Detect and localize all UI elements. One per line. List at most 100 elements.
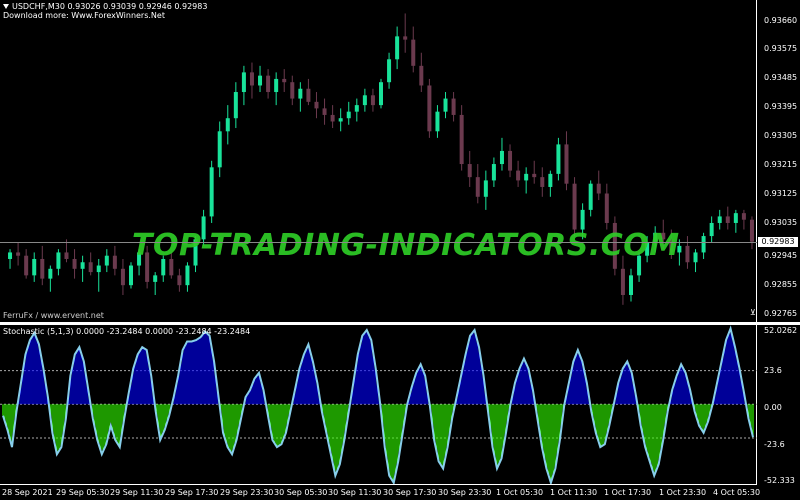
candle-body <box>209 167 214 217</box>
candle <box>330 105 335 129</box>
candle <box>40 245 45 286</box>
candle-body <box>524 173 529 181</box>
candle <box>637 252 642 282</box>
time-axis-label: 1 Oct 11:30 <box>550 488 598 497</box>
candle-body <box>330 114 335 122</box>
candle-body <box>629 275 633 295</box>
candle-body <box>298 88 303 99</box>
candle <box>354 98 359 122</box>
candle <box>580 203 585 240</box>
close-icon[interactable]: ⊻ <box>750 308 756 317</box>
candle-body <box>725 216 730 223</box>
candle-body <box>749 219 754 242</box>
candle-body <box>137 252 142 266</box>
candle <box>112 245 117 276</box>
candle-body <box>532 173 537 178</box>
candle-body <box>48 268 53 279</box>
candle-body <box>637 255 642 276</box>
candle-body <box>249 72 254 86</box>
candle-body <box>548 173 553 187</box>
candle-body <box>193 239 198 266</box>
candle-body <box>177 275 182 286</box>
candle <box>411 26 416 73</box>
candle-body <box>451 98 456 115</box>
panel-separator[interactable] <box>0 322 800 325</box>
candle-body <box>483 180 488 197</box>
stochastic-histogram[interactable] <box>0 325 757 484</box>
candle <box>516 160 521 187</box>
price-axis-label: 0.93125 <box>764 189 798 198</box>
candle <box>241 65 246 106</box>
candle <box>120 258 125 295</box>
download-subtitle: Download more: Www.ForexWinners.Net <box>3 11 165 20</box>
candle <box>16 242 21 266</box>
price-axis-label: 0.93215 <box>764 160 798 169</box>
candle <box>451 92 456 122</box>
candle-body <box>24 255 29 276</box>
candle <box>749 216 754 250</box>
candle <box>362 88 367 112</box>
candle-body <box>661 232 666 240</box>
candle-body <box>274 78 279 93</box>
price-chart-panel[interactable] <box>0 0 757 322</box>
price-axis-label: 0.93660 <box>764 16 798 25</box>
candle <box>225 105 230 145</box>
candle-body <box>88 262 93 273</box>
candle <box>298 82 303 112</box>
candle-body <box>32 258 37 276</box>
candle <box>395 26 400 70</box>
dropdown-triangle-icon[interactable] <box>3 4 9 9</box>
candle <box>104 249 109 273</box>
time-axis-line <box>0 484 757 485</box>
candle <box>717 209 722 230</box>
candle <box>169 252 174 279</box>
candle <box>56 249 61 276</box>
candle-body <box>645 242 650 256</box>
candle <box>88 252 93 276</box>
candle-body <box>354 105 359 112</box>
candle-body <box>338 118 343 122</box>
candle <box>564 131 569 191</box>
candle <box>572 177 577 237</box>
candle-body <box>387 59 392 83</box>
candle <box>483 170 488 210</box>
candle-body <box>572 183 577 230</box>
stochastic-panel[interactable] <box>0 325 757 484</box>
candle-body <box>258 75 263 86</box>
candle <box>137 249 142 276</box>
candle <box>725 206 730 230</box>
candle <box>72 249 77 279</box>
candle-body <box>8 252 13 259</box>
candle-body <box>395 36 400 60</box>
candle-body <box>145 252 150 282</box>
candle <box>540 167 545 197</box>
candle-body <box>443 98 448 112</box>
candle <box>629 268 633 302</box>
time-axis-label: 29 Sep 23:30 <box>220 488 274 497</box>
candle <box>620 255 625 305</box>
candle <box>588 180 593 217</box>
candle-body <box>540 177 545 187</box>
candle-body <box>419 65 424 86</box>
candle-body <box>669 239 674 253</box>
candlestick-chart[interactable] <box>0 0 757 322</box>
candle-body <box>604 193 609 223</box>
candle-body <box>620 268 625 295</box>
candle <box>524 167 529 194</box>
time-axis-label: 1 Oct 17:30 <box>604 488 652 497</box>
indicator-axis-label: 52.0262 <box>764 326 798 335</box>
current-price-line <box>0 242 757 243</box>
symbol-header: USDCHF,M30 0.93026 0.93039 0.92946 0.929… <box>3 2 207 11</box>
candle <box>64 239 69 263</box>
candle-body <box>72 258 77 269</box>
candle-body <box>596 183 601 194</box>
candle <box>612 216 617 276</box>
candle-body <box>491 164 496 181</box>
candle <box>201 209 206 246</box>
price-axis-label: 0.93485 <box>764 73 798 82</box>
time-axis-label: 28 Sep 2021 <box>2 488 53 497</box>
candle-body <box>427 85 432 132</box>
candle-body <box>314 101 319 109</box>
candle-body <box>556 144 561 174</box>
time-axis-label: 30 Sep 05:30 <box>274 488 328 497</box>
